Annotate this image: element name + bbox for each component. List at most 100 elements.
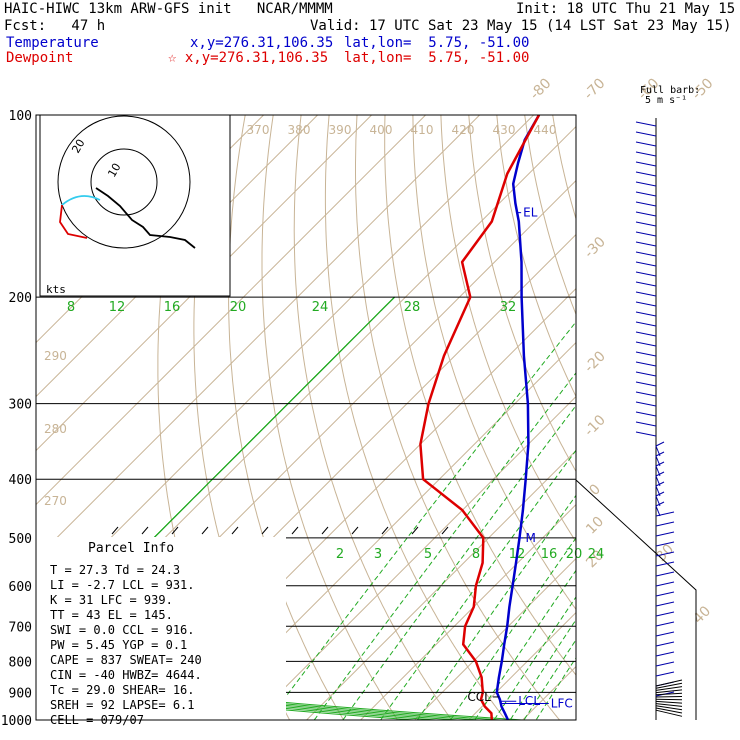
isotherm-line: [305, 449, 576, 720]
mixing-ratio-line: [267, 321, 576, 720]
header-title: HAIC-HIWC 13km ARW-GFS init NCAR/MMMM: [4, 1, 333, 17]
isotherm-label: -70: [581, 75, 608, 102]
mixing-ratio-label: 20: [230, 300, 247, 315]
wind-barb-flag: [635, 321, 657, 327]
isotherm-line: [36, 115, 427, 506]
wind-barb-flag: [635, 431, 657, 437]
theta-label: 290: [44, 349, 67, 363]
annotation-m: M: [525, 531, 535, 545]
isotherm-label: -80: [527, 75, 554, 102]
isotherm-line: [575, 719, 576, 720]
parcel-row: PW = 5.45 YGP = 0.1: [50, 638, 187, 652]
mixing-ratio-label: 32: [500, 300, 517, 315]
parcel-row: TT = 43 EL = 145.: [50, 608, 173, 622]
pressure-tick-label: 200: [9, 291, 32, 306]
hodograph-trace-cyan: [61, 195, 101, 206]
wind-barb-flag: [635, 261, 657, 267]
parcel-info-table: Parcel Info T = 27.3 Td = 24.3LI = -2.7 L…: [36, 526, 449, 727]
mixing-ratio-line: [474, 569, 576, 720]
wind-barb-flag: [655, 491, 665, 497]
wind-barb-flag: [655, 441, 665, 447]
wind-barb-flag: [635, 341, 657, 347]
isotherm-line: [521, 665, 576, 720]
mixing-ratio-label: 24: [588, 547, 605, 562]
legend-temperature: Temperature: [6, 35, 99, 51]
wind-barb-flag: [655, 631, 675, 637]
wind-barb-flag: [655, 621, 675, 627]
dry-adiabat-line: [716, 102, 740, 733]
wind-barb-flag: [635, 331, 657, 337]
wind-barb-low: [655, 682, 683, 689]
mixing-ratio-label: 16: [164, 300, 181, 315]
hodograph-ring-label: 10: [105, 161, 123, 180]
wind-barb-flag: [655, 511, 675, 517]
wind-barb-flag: [655, 501, 665, 507]
wind-barbs: [575, 118, 697, 720]
isotherm-label: 0: [586, 481, 604, 499]
hodograph: 10 20 kts: [39, 114, 231, 297]
wind-barb-flag: [635, 281, 657, 287]
isotherm-label: -30: [581, 234, 608, 261]
wind-barb-flag: [655, 541, 675, 547]
theta-label: 400: [370, 123, 393, 137]
mixing-ratio-label: 24: [312, 300, 329, 315]
wind-barb-flag: [635, 411, 657, 417]
header-init: Init: 18 UTC Thu 21 May 15: [516, 1, 736, 17]
annotation-lcl: LCL: [518, 694, 540, 708]
pressure-tick-label: 700: [9, 620, 32, 635]
header-fcst: Fcst: 47 h: [4, 18, 106, 34]
dry-adiabat-line: [261, 115, 399, 720]
hatch-mark: [441, 526, 449, 535]
dry-adiabat-line: [324, 115, 507, 720]
hatch-mark: [351, 526, 359, 535]
dry-adiabat-line: [661, 102, 740, 733]
barb-key-line2: 5 m s⁻¹: [645, 95, 688, 106]
theta-label: 440: [534, 123, 557, 137]
wind-barb-low: [655, 707, 683, 714]
dry-adiabat-lines: [157, 102, 740, 733]
annotation-lfc: LFC: [551, 696, 573, 710]
wind-barb-low: [655, 696, 683, 698]
wind-barb-flag: [635, 131, 657, 137]
wind-barb-flag: [655, 451, 665, 457]
hatch-mark: [141, 526, 149, 535]
wind-barb-low: [655, 705, 683, 711]
wind-barb-flag: [635, 221, 657, 227]
wind-barb-flag: [635, 381, 657, 387]
wind-barb-flag: [655, 571, 675, 577]
isotherm-line: [36, 115, 481, 560]
wind-barb-flag: [635, 351, 657, 357]
wind-barb-low: [655, 698, 683, 701]
wind-barb-flag: [635, 421, 657, 427]
mixing-ratio-label: 3: [374, 547, 382, 562]
parcel-row: LI = -2.7 LCL = 931.: [50, 578, 195, 592]
wind-barb-flag: [635, 241, 657, 247]
pressure-tick-label: 900: [9, 686, 32, 701]
wind-barb-flag: [635, 211, 657, 217]
isotherm-line: [618, 102, 740, 733]
wind-barb-flag: [655, 611, 675, 617]
wind-barb-low: [655, 700, 683, 704]
hatch-mark: [171, 526, 179, 535]
wind-barb-flag: [655, 481, 665, 487]
wind-barb-low: [655, 692, 683, 696]
wind-barb-flag: [655, 641, 675, 647]
hatch-mark: [381, 526, 389, 535]
wind-barb-flag: [635, 201, 657, 207]
wind-barb-low: [655, 686, 683, 691]
wind-barb-flag: [655, 581, 675, 587]
dry-adiabat-line: [293, 115, 453, 720]
wind-barb-flag: [655, 521, 675, 527]
isotherm-line: [467, 611, 576, 720]
wind-barb-low: [655, 709, 683, 717]
mixing-ratio-line: [313, 372, 576, 720]
hodograph-ring-label: 20: [69, 137, 87, 156]
wind-barb: [655, 505, 661, 517]
wind-barb-flag: [655, 551, 675, 557]
pressure-tick-label: 500: [9, 532, 32, 547]
hodograph-unit: kts: [46, 283, 66, 296]
annotation-el: EL: [523, 206, 538, 220]
wind-barb-flag: [655, 461, 665, 467]
annotation-ccl: CCL: [467, 690, 491, 704]
